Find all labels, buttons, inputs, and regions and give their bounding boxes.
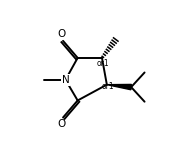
Polygon shape — [107, 84, 131, 90]
Text: or1: or1 — [96, 59, 109, 68]
Text: or1: or1 — [101, 82, 114, 91]
Text: N: N — [62, 75, 69, 85]
Text: O: O — [58, 119, 66, 129]
Text: O: O — [58, 29, 66, 39]
